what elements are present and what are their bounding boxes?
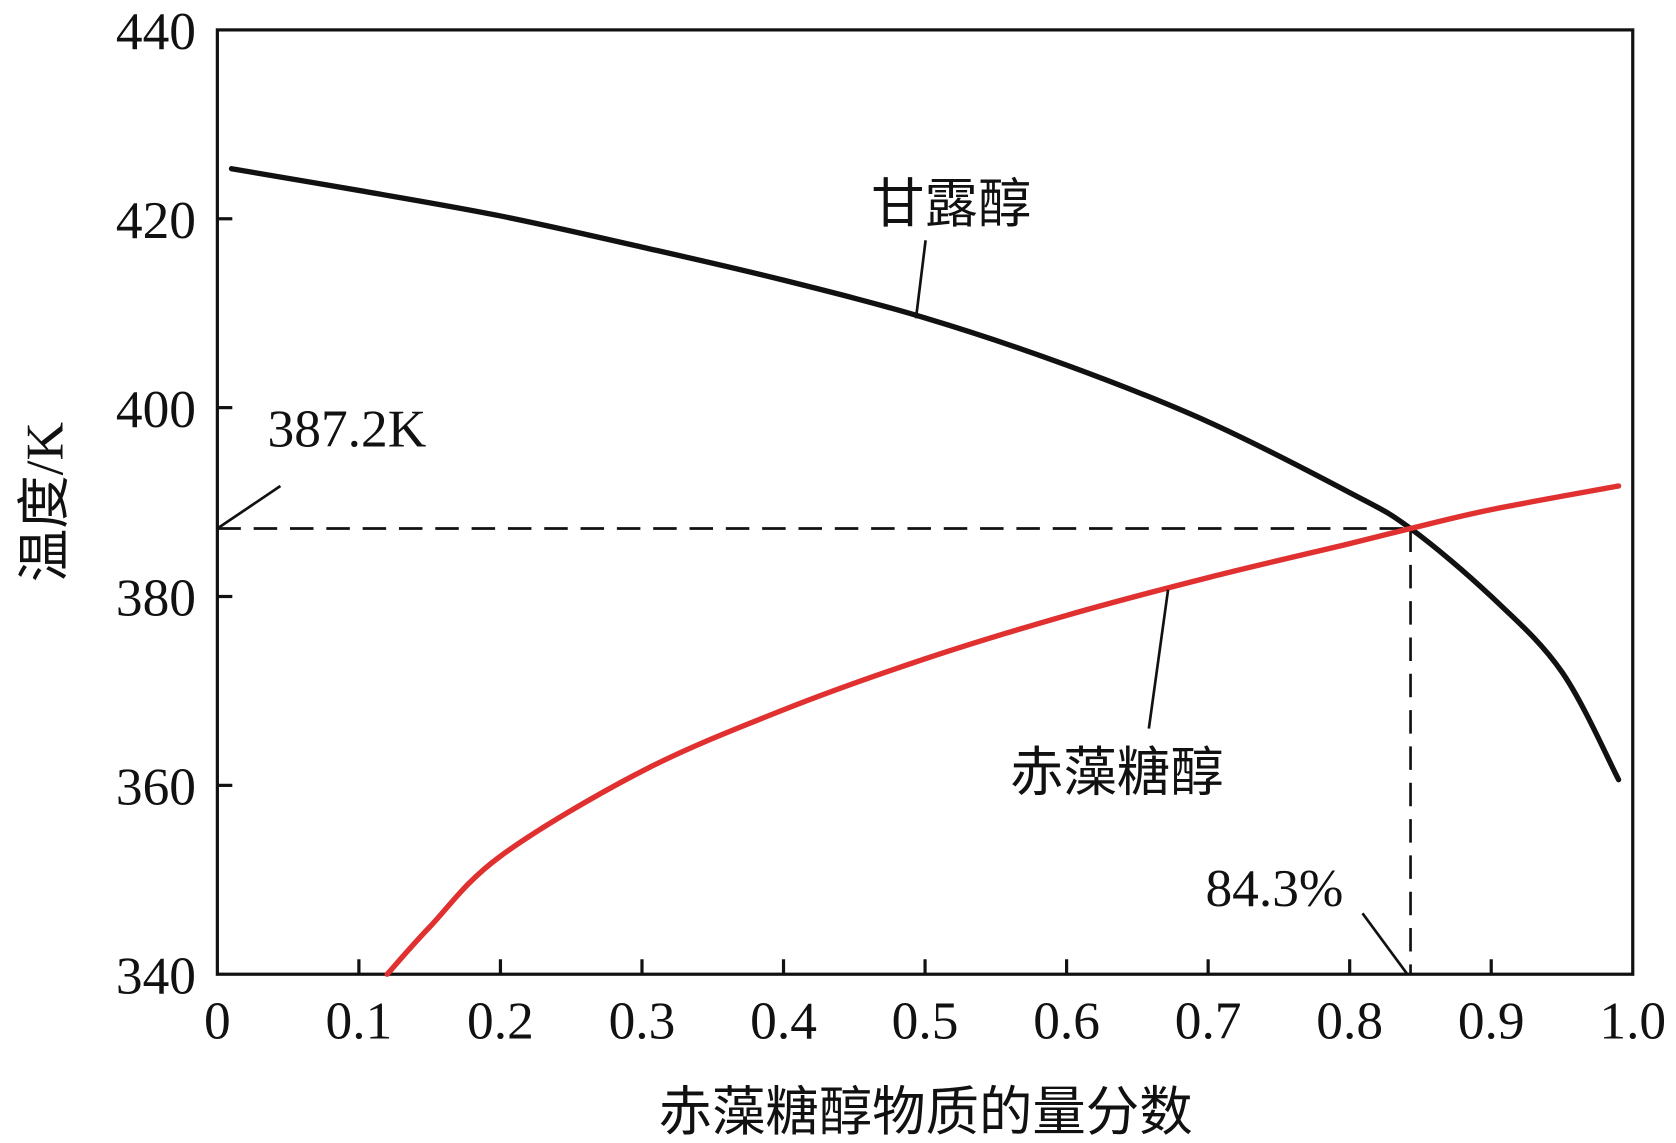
y-axis-label: 温度/K (14, 422, 74, 583)
mannitol-curve (228, 166, 1622, 783)
x-tick-label: 0.6 (1033, 990, 1100, 1050)
plot-area (215, 28, 1635, 977)
series-label-erythritol: 赤藻糖醇 (1010, 742, 1224, 802)
plot-frame (215, 28, 1635, 976)
mannitol-leader-line (914, 240, 927, 319)
y-tick-label: 420 (116, 190, 196, 250)
y-tick-label: 400 (116, 379, 196, 439)
y-tick-label: 360 (116, 757, 196, 817)
annotation-temp-label: 387.2K (268, 399, 427, 459)
series-label-mannitol: 甘露醇 (871, 174, 1031, 234)
x-tick-label: 0.1 (326, 990, 393, 1050)
x-tick-label: 0.7 (1175, 990, 1242, 1050)
axis-ticks: 0 0.1 0.2 0.3 0.4 0.5 0.6 0.7 0.8 0.9 1.0 340 360 380… (116, 1, 1666, 1050)
temp-annotation-leader (216, 484, 282, 530)
y-tick-label: 440 (116, 1, 196, 61)
erythritol-curve (384, 483, 1622, 977)
x-tick-label: 1.0 (1599, 990, 1666, 1050)
x-axis-label: 赤藻糖醇物质的量分数 (659, 1082, 1193, 1142)
fraction-annotation-leader (1361, 912, 1409, 976)
y-tick-label: 340 (116, 945, 196, 1005)
x-tick-label: 0.3 (609, 990, 676, 1050)
x-tick-label: 0.2 (467, 990, 534, 1050)
x-tick-label: 0.5 (892, 990, 959, 1050)
x-tick-label: 0.8 (1316, 990, 1383, 1050)
y-tick-label: 380 (116, 568, 196, 628)
x-tick-label: 0.9 (1458, 990, 1525, 1050)
x-tick-label: 0 (204, 990, 231, 1050)
annotation-fraction-label: 84.3% (1205, 858, 1343, 918)
x-tick-label: 0.4 (750, 990, 817, 1050)
erythritol-leader-line (1147, 589, 1170, 729)
